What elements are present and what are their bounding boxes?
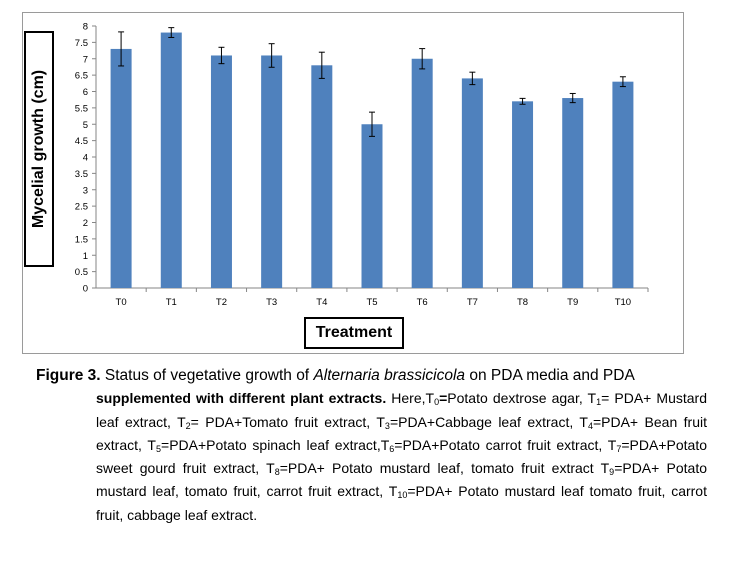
bar-t0 <box>110 48 132 288</box>
bar-t5 <box>361 124 383 288</box>
species-name: Alternaria brassicicola <box>313 367 466 384</box>
y-tick-label: 6 <box>83 87 88 98</box>
x-tick-label: T5 <box>366 297 377 308</box>
y-tick-label: 4 <box>83 153 88 164</box>
bar-t7 <box>461 78 483 289</box>
y-tick-label: 2.5 <box>75 202 88 213</box>
y-tick-label: 8 <box>83 22 88 33</box>
x-tick-label: T7 <box>467 297 478 308</box>
y-axis-label-box <box>24 31 54 267</box>
bar-t6 <box>411 58 433 288</box>
x-tick-label: T4 <box>316 297 327 308</box>
y-tick-label: 1 <box>83 251 88 262</box>
x-tick-label: T10 <box>615 297 631 308</box>
chart-frame <box>22 12 684 354</box>
figure-caption: Figure 3. Status of vegetative growth of… <box>36 364 707 527</box>
bar-t9 <box>562 98 584 288</box>
y-tick-label: 0.5 <box>75 267 88 278</box>
x-axis-label: Treatment <box>315 324 393 341</box>
bar-t3 <box>261 55 283 288</box>
x-tick-label: T8 <box>517 297 528 308</box>
y-tick-label: 4.5 <box>75 136 88 147</box>
x-tick-label: T0 <box>116 297 127 308</box>
y-tick-label: 5 <box>83 120 88 131</box>
bar-t10 <box>612 81 634 288</box>
y-tick-label: 3.5 <box>75 169 88 180</box>
y-tick-label: 6.5 <box>75 71 88 82</box>
y-tick-label: 7 <box>83 54 88 65</box>
bar-t4 <box>311 65 333 288</box>
figure-label: Figure 3. <box>36 367 101 384</box>
bar-t1 <box>160 32 182 288</box>
x-tick-label: T9 <box>567 297 578 308</box>
bar-chart: 0 0.5 1 1.5 2 2.5 3 3.5 4 4.5 5 5.5 6 6.5 7 7.5 8 T0 T1 T2 T… <box>75 22 649 308</box>
y-tick-label: 3 <box>83 185 88 196</box>
bar-t8 <box>512 101 534 288</box>
caption-body: supplemented with different plant extrac… <box>96 390 707 523</box>
x-tick-label: T1 <box>166 297 177 308</box>
caption-title-line: Figure 3. Status of vegetative growth of… <box>36 367 635 384</box>
x-tick-label: T2 <box>216 297 227 308</box>
y-axis-label: Mycelial growth (cm) <box>30 69 47 229</box>
y-tick-label: 5.5 <box>75 103 88 114</box>
y-tick-label: 0 <box>83 284 88 295</box>
x-tick-label: T3 <box>266 297 277 308</box>
x-tick-label: T6 <box>417 297 428 308</box>
y-tick-label: 1.5 <box>75 234 88 245</box>
y-tick-label: 7.5 <box>75 38 88 49</box>
y-tick-label: 2 <box>83 218 88 229</box>
x-axis-label-box: Treatment <box>304 317 404 349</box>
bar-t2 <box>210 55 232 288</box>
